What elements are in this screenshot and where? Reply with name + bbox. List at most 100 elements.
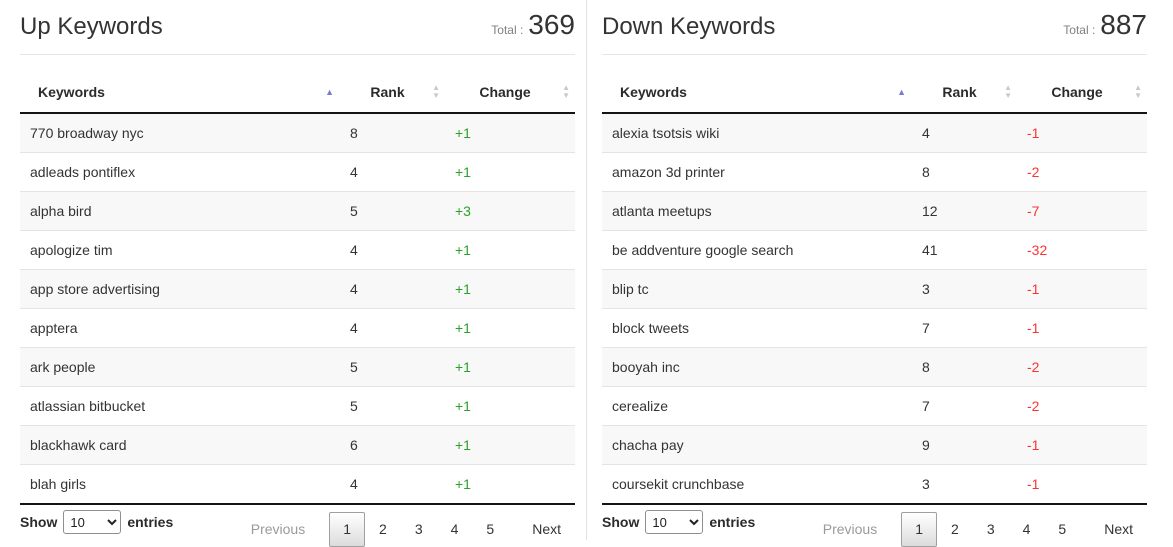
keyword-cell: alexia tsotsis wiki — [602, 113, 912, 153]
sort-unsorted-icon: ▲ ▼ — [562, 82, 570, 100]
up-total-value: 369 — [528, 9, 575, 40]
keyword-cell: be addventure google search — [602, 230, 912, 270]
change-cell: +1 — [445, 464, 575, 505]
down-page-button-2[interactable]: 2 — [951, 521, 959, 537]
keyword-cell: cerealize — [602, 386, 912, 426]
rank-cell: 5 — [340, 191, 445, 231]
show-label: Show — [602, 514, 640, 530]
change-cell: +1 — [445, 425, 575, 465]
show-label: Show — [20, 514, 58, 530]
down-panel-header: Down Keywords Total : 887 — [602, 0, 1147, 55]
down-change-column-label: Change — [1051, 84, 1103, 100]
keyword-cell: ark people — [20, 347, 340, 387]
table-row: blackhawk card 6 +1 — [20, 425, 575, 465]
up-column-header-keywords[interactable]: Keywords ▲ — [20, 71, 340, 114]
table-row: apologize tim 4 +1 — [20, 230, 575, 270]
change-cell: +1 — [445, 152, 575, 192]
keyword-cell: atlanta meetups — [602, 191, 912, 231]
rank-cell: 4 — [912, 113, 1017, 153]
down-rank-column-label: Rank — [942, 84, 977, 100]
rank-cell: 3 — [912, 464, 1017, 505]
down-page-button-3[interactable]: 3 — [986, 521, 995, 537]
down-next-page-button[interactable]: Next — [1104, 521, 1133, 537]
up-pagination: Previous 1 2 3 4 5 Next — [237, 505, 575, 547]
rank-cell: 8 — [912, 347, 1017, 387]
up-column-header-rank[interactable]: Rank ▲ ▼ — [340, 71, 445, 114]
keyword-cell: coursekit crunchbase — [602, 464, 912, 505]
down-page-button-1[interactable]: 1 — [901, 512, 938, 547]
up-page-size-select[interactable]: 10 — [63, 510, 122, 534]
down-column-header-change[interactable]: Change ▲ ▼ — [1017, 71, 1147, 114]
down-keywords-column-label: Keywords — [620, 84, 687, 100]
up-keywords-panel: Up Keywords Total : 369 Keywords ▲ Rank ▲… — [0, 0, 586, 547]
sort-ascending-icon: ▲ — [325, 86, 334, 97]
down-table-footer: Show 10 entries Previous 1 2 3 4 5 Next — [602, 505, 1147, 547]
sort-unsorted-icon: ▲ ▼ — [432, 82, 440, 100]
up-total: Total : 369 — [491, 9, 575, 41]
rank-cell: 4 — [340, 152, 445, 192]
up-next-page-button[interactable]: Next — [532, 521, 561, 537]
keyword-cell: adleads pontiflex — [20, 152, 340, 192]
up-page-button-2[interactable]: 2 — [379, 521, 387, 537]
down-page-button-5[interactable]: 5 — [1058, 521, 1067, 537]
change-cell: +1 — [445, 347, 575, 387]
table-row: atlanta meetups 12 -7 — [602, 191, 1147, 231]
table-row: amazon 3d printer 8 -2 — [602, 152, 1147, 192]
down-previous-page-button[interactable]: Previous — [822, 521, 878, 537]
table-row: atlassian bitbucket 5 +1 — [20, 386, 575, 426]
up-rank-column-label: Rank — [370, 84, 405, 100]
table-row: be addventure google search 41 -32 — [602, 230, 1147, 270]
table-row: apptera 4 +1 — [20, 308, 575, 348]
up-previous-page-button[interactable]: Previous — [250, 521, 306, 537]
keyword-cell: apptera — [20, 308, 340, 348]
up-keywords-table: Keywords ▲ Rank ▲ ▼ Change ▲ ▼ 770 broadwa… — [20, 71, 575, 505]
up-change-column-label: Change — [479, 84, 531, 100]
keyword-cell: app store advertising — [20, 269, 340, 309]
up-page-button-5[interactable]: 5 — [486, 521, 495, 537]
sort-unsorted-icon: ▲ ▼ — [1004, 82, 1012, 100]
change-cell: -7 — [1017, 191, 1147, 231]
up-keywords-tbody: 770 broadway nyc 8 +1 adleads pontiflex 4 +1 a… — [20, 113, 575, 505]
rank-cell: 7 — [912, 308, 1017, 348]
rank-cell: 8 — [912, 152, 1017, 192]
table-row: blah girls 4 +1 — [20, 464, 575, 505]
change-cell: +1 — [445, 230, 575, 270]
up-panel-title: Up Keywords — [20, 13, 163, 40]
keyword-cell: alpha bird — [20, 191, 340, 231]
change-cell: -2 — [1017, 152, 1147, 192]
change-cell: -1 — [1017, 269, 1147, 309]
down-total-label: Total : — [1063, 23, 1096, 37]
table-row: cerealize 7 -2 — [602, 386, 1147, 426]
keyword-cell: chacha pay — [602, 425, 912, 465]
rank-cell: 5 — [340, 347, 445, 387]
up-column-header-change[interactable]: Change ▲ ▼ — [445, 71, 575, 114]
sort-unsorted-icon: ▲ ▼ — [1134, 82, 1142, 100]
change-cell: -1 — [1017, 464, 1147, 505]
sort-ascending-icon: ▲ — [897, 86, 906, 97]
table-row: chacha pay 9 -1 — [602, 425, 1147, 465]
keyword-cell: 770 broadway nyc — [20, 113, 340, 153]
change-cell: +1 — [445, 113, 575, 153]
entries-label: entries — [127, 514, 174, 530]
change-cell: +1 — [445, 308, 575, 348]
rank-cell: 5 — [340, 386, 445, 426]
change-cell: +1 — [445, 386, 575, 426]
down-page-button-4[interactable]: 4 — [1022, 521, 1031, 537]
up-table-footer: Show 10 entries Previous 1 2 3 4 5 Next — [20, 505, 575, 547]
up-page-button-3[interactable]: 3 — [414, 521, 423, 537]
up-page-button-4[interactable]: 4 — [450, 521, 459, 537]
rank-cell: 4 — [340, 269, 445, 309]
rank-cell: 12 — [912, 191, 1017, 231]
up-keywords-column-label: Keywords — [38, 84, 105, 100]
change-cell: +3 — [445, 191, 575, 231]
keyword-cell: blip tc — [602, 269, 912, 309]
table-row: 770 broadway nyc 8 +1 — [20, 113, 575, 153]
down-page-size-select[interactable]: 10 — [645, 510, 704, 534]
table-row: blip tc 3 -1 — [602, 269, 1147, 309]
up-page-button-1[interactable]: 1 — [329, 512, 366, 547]
down-pagination: Previous 1 2 3 4 5 Next — [809, 505, 1147, 547]
down-column-header-rank[interactable]: Rank ▲ ▼ — [912, 71, 1017, 114]
down-column-header-keywords[interactable]: Keywords ▲ — [602, 71, 912, 114]
table-row: alpha bird 5 +3 — [20, 191, 575, 231]
